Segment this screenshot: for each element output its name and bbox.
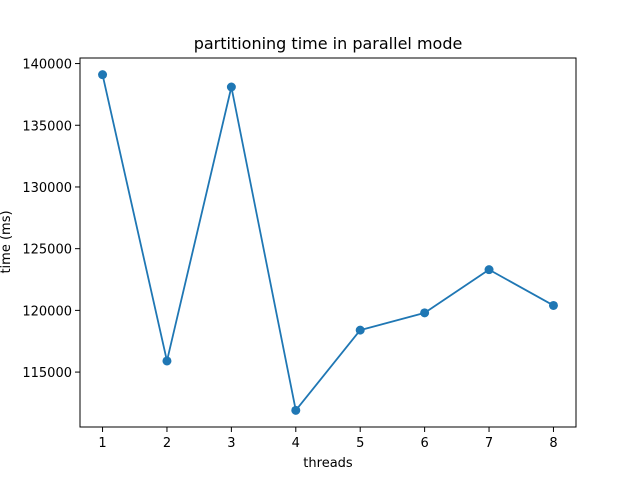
data-point xyxy=(484,265,494,275)
x-axis-ticks: 1 2 3 4 5 6 7 8 xyxy=(98,427,558,451)
series-line xyxy=(101,74,554,412)
x-tick-label: 8 xyxy=(549,436,557,451)
data-point xyxy=(548,300,558,310)
y-tick-label: 140000 xyxy=(22,58,72,73)
data-point xyxy=(291,405,301,415)
y-axis-ticks: 115000 120000 125000 130000 135000 140000 xyxy=(22,58,80,381)
y-tick-label: 135000 xyxy=(22,119,72,134)
series-layer xyxy=(98,70,558,415)
y-tick-label: 125000 xyxy=(22,243,72,258)
y-tick-label: 130000 xyxy=(22,181,72,196)
plot-area xyxy=(80,58,576,427)
x-tick-label: 1 xyxy=(98,436,106,451)
data-point xyxy=(420,308,430,318)
y-tick-label: 115000 xyxy=(22,366,72,381)
data-point xyxy=(355,325,365,335)
data-point xyxy=(226,82,236,92)
x-tick-label: 7 xyxy=(485,436,493,451)
y-axis-label: time (ms) xyxy=(0,210,14,273)
x-tick-label: 2 xyxy=(163,436,171,451)
x-axis-label: threads xyxy=(303,456,353,471)
y-tick-label: 120000 xyxy=(22,304,72,319)
x-tick-label: 3 xyxy=(227,436,235,451)
x-tick-label: 4 xyxy=(292,436,300,451)
x-tick-label: 6 xyxy=(420,436,428,451)
plot-frame xyxy=(79,57,577,428)
x-tick-label: 5 xyxy=(356,436,364,451)
data-point xyxy=(98,70,108,80)
chart-title: partitioning time in parallel mode xyxy=(194,34,463,53)
data-point xyxy=(162,356,172,366)
